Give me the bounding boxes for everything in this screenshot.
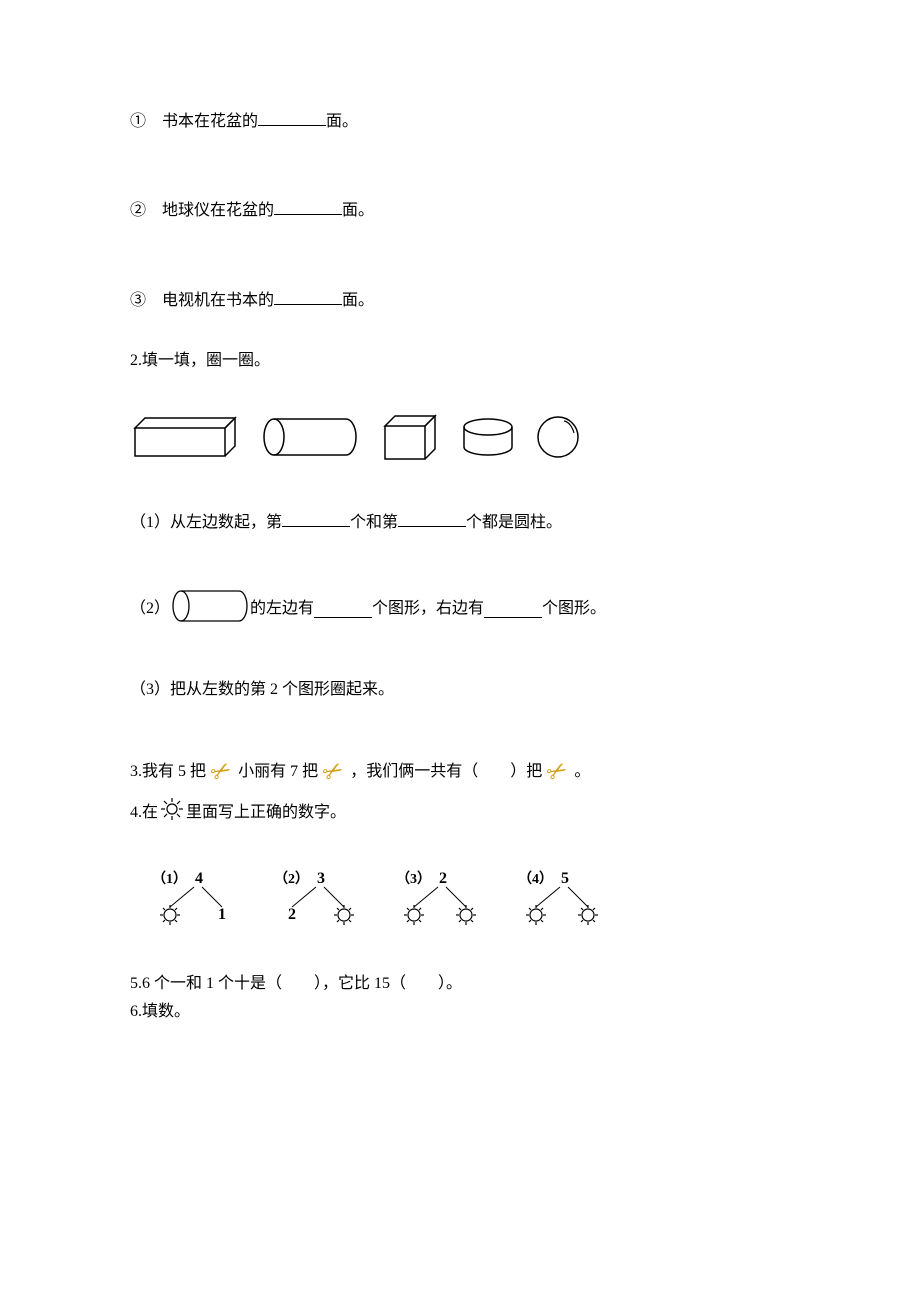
q1-item1-suffix: 面。 <box>326 113 358 130</box>
svg-text:5: 5 <box>561 870 569 887</box>
cylinder-inline-shape <box>170 588 250 631</box>
q2-sub1-mid: 个和第 <box>350 514 398 531</box>
bond-diagram: （1） 4 1 <box>150 869 240 925</box>
blank-fill[interactable] <box>398 511 466 527</box>
bond-4: （4） 5 <box>516 869 606 925</box>
q2-sub1-prefix: （1）从左边数起，第 <box>130 514 282 531</box>
svg-text:2: 2 <box>439 870 447 887</box>
q1-item3-prefix: ③ 电视机在书本的 <box>130 292 274 309</box>
q2-sub2-mid1: 的左边有 <box>250 598 314 620</box>
q1-item1-prefix: ① 书本在花盆的 <box>130 113 258 130</box>
svg-text:（4）: （4） <box>518 871 553 887</box>
bond-1: （1） 4 1 <box>150 869 240 925</box>
q1-item-1: ① 书本在花盆的 面。 <box>130 110 790 133</box>
q2-sub2-suffix: 个图形。 <box>542 598 606 620</box>
svg-text:（1）: （1） <box>152 871 187 887</box>
svg-text:3: 3 <box>317 870 325 887</box>
number-bonds-row: （1） 4 1 （2） 3 2 <box>130 869 790 925</box>
blank-fill[interactable] <box>282 511 350 527</box>
blank-fill[interactable] <box>274 199 342 215</box>
q1-item-3: ③ 电视机在书本的 面。 <box>130 289 790 312</box>
scissors-icon: ✂ <box>541 753 575 792</box>
bond-diagram: （3） 2 <box>394 869 484 925</box>
bond-3: （3） 2 <box>394 869 484 925</box>
q2-sub2-mid2: 个图形，右边有 <box>372 598 484 620</box>
blank-fill[interactable] <box>258 110 326 126</box>
bond-2: （2） 3 2 <box>272 869 362 925</box>
svg-text:4: 4 <box>195 870 203 887</box>
scissors-icon: ✂ <box>317 753 351 792</box>
q2-sub1: （1）从左边数起，第 个和第 个都是圆柱。 <box>130 511 790 534</box>
q5-line: 5.6 个一和 1 个十是（ ），它比 15（ ）。 <box>130 973 790 995</box>
q4-suffix: 里面写上正确的数字。 <box>186 802 346 824</box>
q2-sub2-prefix: （2） <box>130 598 170 620</box>
svg-text:1: 1 <box>218 906 226 923</box>
q1-item2-suffix: 面。 <box>342 202 374 219</box>
shapes-row <box>130 411 790 463</box>
q2-sub3: （3）把从左数的第 2 个图形圈起来。 <box>130 679 790 701</box>
q3-part1: 3.我有 5 把 <box>130 761 206 783</box>
q1-item-2: ② 地球仪在花盆的 面。 <box>130 199 790 222</box>
q4-prefix: 4.在 <box>130 802 158 824</box>
cube-shape <box>380 411 440 463</box>
cylinder-horizontal-shape <box>260 415 360 459</box>
q2-heading: 2.填一填，圈一圈。 <box>130 350 790 372</box>
blank-fill[interactable] <box>314 602 372 618</box>
q2-sub1-suffix: 个都是圆柱。 <box>466 514 562 531</box>
q6-line: 6.填数。 <box>130 1001 790 1023</box>
svg-text:（3）: （3） <box>396 871 431 887</box>
scissors-icon: ✂ <box>205 753 239 792</box>
q3-part3: ，我们俩一共有（ ）把 <box>350 761 542 783</box>
q4-line: 4.在 里面写上正确的数字。 <box>130 797 790 828</box>
blank-fill[interactable] <box>274 289 342 305</box>
q2-sub2: （2） 的左边有 个图形，右边有 个图形。 <box>130 588 790 631</box>
svg-text:2: 2 <box>288 906 296 923</box>
q3-part4: 。 <box>574 761 590 783</box>
q1-item3-suffix: 面。 <box>342 292 374 309</box>
sun-icon <box>160 797 184 828</box>
q3-part2: 小丽有 7 把 <box>238 761 318 783</box>
cylinder-short-shape <box>460 417 516 457</box>
cuboid-shape <box>130 413 240 461</box>
sphere-shape <box>536 415 580 459</box>
blank-fill[interactable] <box>484 602 542 618</box>
svg-text:（2）: （2） <box>274 871 309 887</box>
bond-diagram: （4） 5 <box>516 869 606 925</box>
q1-item2-prefix: ② 地球仪在花盆的 <box>130 202 274 219</box>
q3-line: 3.我有 5 把 ✂ 小丽有 7 把 ✂ ，我们俩一共有（ ）把 ✂ 。 <box>130 756 790 790</box>
bond-diagram: （2） 3 2 <box>272 869 362 925</box>
